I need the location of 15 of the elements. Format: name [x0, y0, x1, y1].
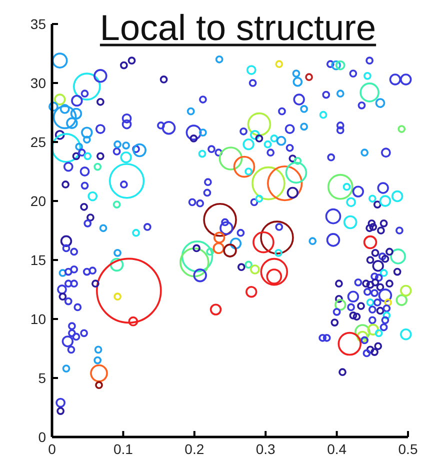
- x-tick-label: 0.4: [327, 441, 347, 457]
- x-tick-label: 0.2: [184, 441, 204, 457]
- y-tick-label: 0: [38, 429, 46, 445]
- y-tick-label: 15: [30, 252, 46, 268]
- x-tick-label: 0.5: [398, 441, 418, 457]
- y-tick-label: 30: [30, 75, 46, 91]
- y-tick-label: 35: [30, 16, 46, 32]
- y-tick-label: 25: [30, 134, 46, 150]
- y-tick-label: 20: [30, 193, 46, 209]
- x-tick-label: 0: [48, 441, 56, 457]
- x-tick-label: 0.3: [256, 441, 276, 457]
- x-tick-label: 0.1: [113, 441, 134, 457]
- chart-title: Local to structure: [100, 7, 376, 48]
- y-tick-label: 10: [30, 311, 46, 327]
- y-tick-label: 5: [38, 370, 46, 386]
